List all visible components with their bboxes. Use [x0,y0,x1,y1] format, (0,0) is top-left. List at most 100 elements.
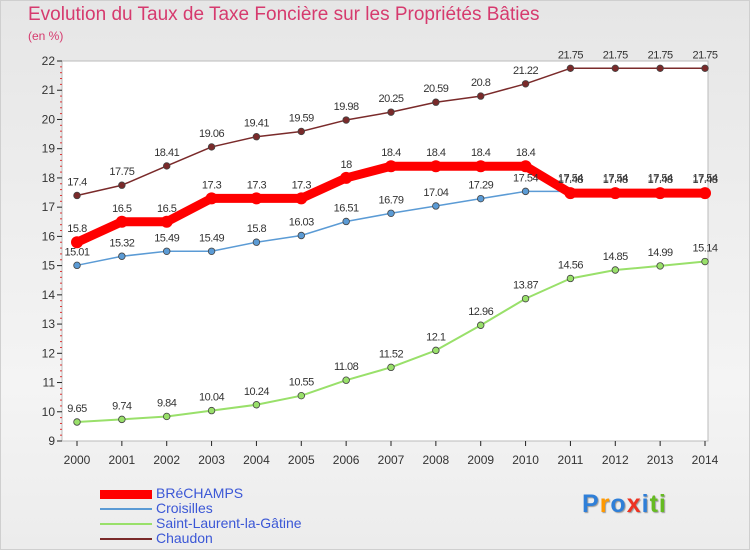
data-label: 18.4 [426,147,446,159]
data-label: 17.54 [692,172,717,184]
data-point [432,98,440,106]
data-label: 17.48 [603,174,628,186]
data-label: 11.08 [334,361,359,373]
chart-subtitle: (en %) [28,29,64,43]
data-point [250,192,263,205]
data-point [118,252,126,260]
legend-swatch [100,523,152,525]
data-point [701,257,709,266]
x-tick-label: 2005 [288,453,315,467]
data-point [342,217,350,226]
data-label: 18.41 [154,147,179,159]
data-label: 19.41 [244,118,269,130]
data-label: 18.4 [516,147,536,159]
data-point [71,236,83,249]
x-tick-label: 2011 [558,453,584,467]
logo-letter: i [641,490,650,518]
x-tick-label: 2010 [512,453,539,467]
data-label: 17.54 [513,172,538,184]
data-point [656,64,664,73]
data-point [73,191,81,200]
logo-letter: x [626,490,642,518]
data-label: 11.52 [379,348,404,360]
data-label: 17.04 [423,187,448,199]
legend-label: Croisilles [156,500,213,516]
y-tick-label: 19 [42,142,56,156]
data-point [387,363,395,372]
data-label: 14.56 [558,259,583,271]
data-label: 10.55 [289,377,314,389]
data-label: 9.84 [157,397,177,409]
data-label: 21.75 [558,49,583,61]
data-point [163,247,171,255]
data-label: 16.5 [157,203,177,215]
data-point [160,215,173,228]
legend-label: Chaudon [156,530,213,546]
x-tick-label: 2004 [243,453,270,467]
data-point [342,376,350,384]
y-tick-label: 21 [42,83,56,97]
data-label: 15.8 [247,223,267,235]
y-tick-label: 22 [42,54,56,68]
data-label: 10.24 [244,386,269,398]
legend-swatch [100,538,152,540]
data-label: 16.51 [334,202,359,214]
data-label: 10.04 [199,392,224,404]
logo-letter: P [582,490,600,518]
data-point [477,194,485,203]
data-point [387,108,395,116]
data-point [611,266,619,274]
data-label: 19.59 [289,112,314,124]
data-label: 17.48 [692,174,717,186]
data-point [656,262,664,270]
data-label: 9.65 [67,403,87,415]
data-label: 18.4 [471,147,491,159]
data-label: 19.98 [334,101,359,113]
data-point [73,418,81,426]
data-point [432,346,440,355]
x-tick-label: 2002 [153,453,180,467]
data-label: 16.5 [112,203,132,215]
data-point [207,406,216,415]
data-label: 15.8 [67,223,87,235]
data-point [429,160,442,173]
data-point [609,187,622,200]
data-point [566,274,575,283]
data-label: 17.29 [468,180,493,192]
data-label: 17.54 [648,172,673,184]
y-tick-label: 14 [42,288,56,302]
data-point [297,391,305,400]
data-point [432,202,440,210]
data-point [207,247,216,255]
data-label: 17.54 [603,172,628,184]
data-point [566,64,575,73]
data-label: 17.3 [292,179,312,191]
data-label: 14.85 [603,251,628,263]
legend-label: BRéCHAMPS [156,485,244,501]
data-label: 18 [341,159,353,171]
data-point [207,143,216,151]
data-label: 16.03 [289,217,314,229]
legend-label: Saint-Laurent-la-Gâtine [156,515,302,531]
data-label: 14.99 [648,247,673,259]
data-label: 21.75 [603,49,628,61]
logo-letter: t [649,490,659,518]
data-point [521,187,530,196]
y-tick-label: 15 [42,259,56,273]
legend-swatch [100,508,152,510]
y-tick-label: 9 [48,434,55,448]
data-point [611,64,619,73]
data-label: 17.3 [202,179,222,191]
data-point [163,412,171,421]
data-label: 15.32 [109,237,134,249]
logo-letter: r [599,490,611,518]
proxiti-logo: Proxiti [582,490,667,519]
y-tick-label: 10 [42,405,56,419]
data-point [477,321,485,329]
chart-title: Evolution du Taux de Taxe Foncière sur l… [28,4,540,25]
x-tick-label: 2001 [109,453,136,467]
data-point [252,238,261,246]
data-point [564,187,577,200]
data-point [163,162,171,170]
x-tick-label: 2014 [692,453,719,467]
